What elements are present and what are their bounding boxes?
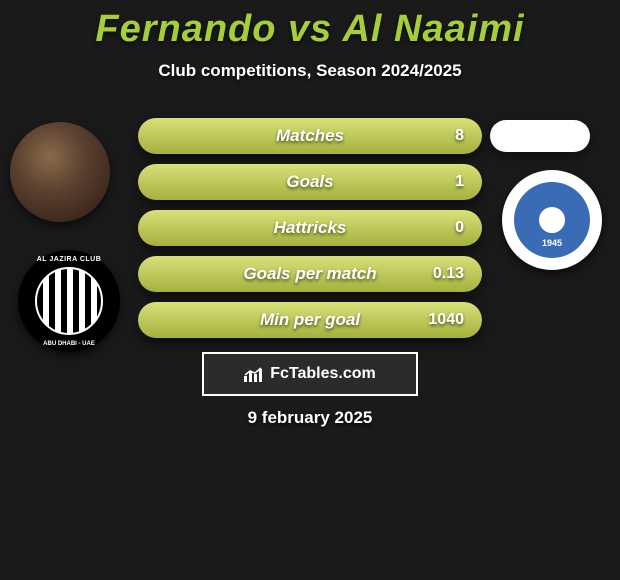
stat-label: Goals per match bbox=[243, 264, 376, 284]
infographic-container: Fernando vs Al Naaimi Club competitions,… bbox=[0, 0, 620, 580]
player-avatar-right bbox=[490, 120, 590, 152]
page-title: Fernando vs Al Naaimi bbox=[0, 0, 620, 51]
stat-value: 1040 bbox=[428, 311, 464, 329]
club-right-ring: 1945 bbox=[514, 182, 590, 258]
stat-value: 1 bbox=[455, 173, 464, 191]
stat-row-goals: Goals 1 bbox=[138, 164, 482, 200]
player-avatar-left bbox=[10, 122, 110, 222]
club-logo-left: AL JAZIRA CLUB ABU DHABI - UAE bbox=[18, 250, 120, 352]
stats-area: Matches 8 Goals 1 Hattricks 0 Goals per … bbox=[138, 118, 482, 348]
date-label: 9 february 2025 bbox=[248, 408, 373, 428]
stat-label: Hattricks bbox=[274, 218, 347, 238]
stat-label: Matches bbox=[276, 126, 344, 146]
club-right-year: 1945 bbox=[514, 238, 590, 248]
stat-value: 0.13 bbox=[433, 265, 464, 283]
branding-text: FcTables.com bbox=[270, 365, 376, 383]
club-left-bottom-text: ABU DHABI - UAE bbox=[18, 341, 120, 347]
stat-label: Goals bbox=[286, 172, 333, 192]
stat-value: 8 bbox=[455, 127, 464, 145]
stat-row-hattricks: Hattricks 0 bbox=[138, 210, 482, 246]
stat-row-min-per-goal: Min per goal 1040 bbox=[138, 302, 482, 338]
club-left-top-text: AL JAZIRA CLUB bbox=[18, 256, 120, 263]
branding-box: FcTables.com bbox=[202, 352, 418, 396]
club-logo-right: 1945 bbox=[502, 170, 602, 270]
stat-label: Min per goal bbox=[260, 310, 360, 330]
stat-row-matches: Matches 8 bbox=[138, 118, 482, 154]
chart-icon bbox=[244, 366, 264, 382]
club-right-ball bbox=[537, 205, 567, 235]
stat-value: 0 bbox=[455, 219, 464, 237]
subtitle: Club competitions, Season 2024/2025 bbox=[0, 61, 620, 81]
club-left-shield bbox=[35, 267, 103, 335]
stat-row-goals-per-match: Goals per match 0.13 bbox=[138, 256, 482, 292]
